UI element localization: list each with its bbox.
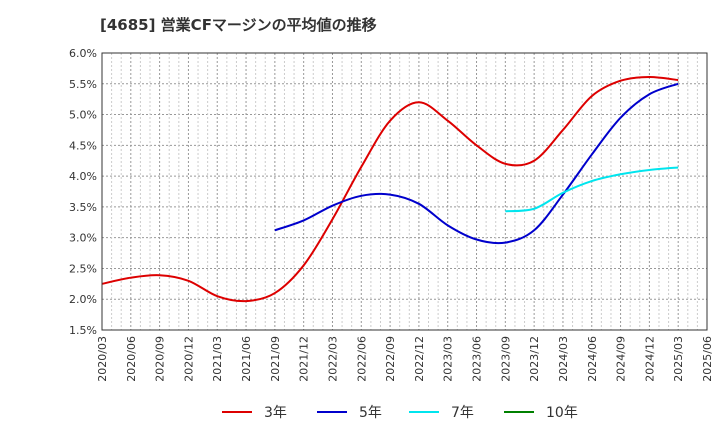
x-tick-label: 2022/03 <box>326 336 339 382</box>
y-tick-label: 2.5% <box>69 262 97 275</box>
y-tick-label: 5.0% <box>69 109 97 122</box>
series-line-2 <box>505 166 679 213</box>
x-tick-label: 2021/12 <box>298 336 311 382</box>
x-tick-label: 2023/03 <box>442 336 455 382</box>
x-tick-label: 2023/06 <box>471 336 484 382</box>
legend-label-3: 10年 <box>546 405 578 421</box>
x-tick-label: 2020/03 <box>96 336 109 382</box>
x-tick-label: 2022/09 <box>384 336 397 382</box>
y-tick-label: 4.5% <box>69 139 97 152</box>
x-tick-label: 2021/06 <box>240 336 253 382</box>
legend: 3年 5年 7年 10年 <box>222 405 578 421</box>
x-tick-label: 2022/12 <box>413 336 426 382</box>
series-lines <box>101 76 679 303</box>
x-tick-label: 2024/06 <box>586 336 599 382</box>
x-tick-label: 2020/06 <box>125 336 138 382</box>
series-line-1 <box>274 82 679 245</box>
y-tick-label: 1.5% <box>69 324 97 337</box>
x-tick-label: 2025/03 <box>672 336 685 382</box>
chart-title: [4685] 営業CFマージンの平均値の推移 <box>100 16 377 34</box>
x-tick-label: 2021/03 <box>211 336 224 382</box>
y-tick-label: 4.0% <box>69 170 97 183</box>
legend-label-0: 3年 <box>264 405 287 421</box>
x-tick-label: 2024/03 <box>557 336 570 382</box>
x-tick-labels: 2020/03 2020/06 2020/09 2020/12 2021/03 2021/… <box>96 336 714 382</box>
x-tick-label: 2021/09 <box>269 336 282 382</box>
x-tick-label: 2020/09 <box>154 336 167 382</box>
y-tick-label: 6.0% <box>69 47 97 60</box>
y-tick-label: 3.0% <box>69 232 97 245</box>
plot-border <box>101 52 708 331</box>
legend-label-1: 5年 <box>359 405 382 421</box>
y-tick-label: 2.0% <box>69 293 97 306</box>
y-tick-labels: 1.5% 2.0% 2.5% 3.0% 3.5% 4.0% 4.5% 5.0% 5.5% 6.0% <box>69 47 97 337</box>
series-line-0 <box>101 76 679 303</box>
y-tick-label: 3.5% <box>69 201 97 214</box>
x-tick-label: 2025/06 <box>701 336 714 382</box>
y-tick-label: 5.5% <box>69 78 97 91</box>
x-tick-label: 2020/12 <box>182 336 195 382</box>
x-tick-label: 2023/12 <box>528 336 541 382</box>
plot-area <box>102 53 707 330</box>
x-tick-label: 2023/09 <box>499 336 512 382</box>
x-tick-label: 2024/09 <box>615 336 628 382</box>
x-tick-label: 2022/06 <box>355 336 368 382</box>
legend-label-2: 7年 <box>451 405 474 421</box>
x-tick-label: 2024/12 <box>643 336 656 382</box>
